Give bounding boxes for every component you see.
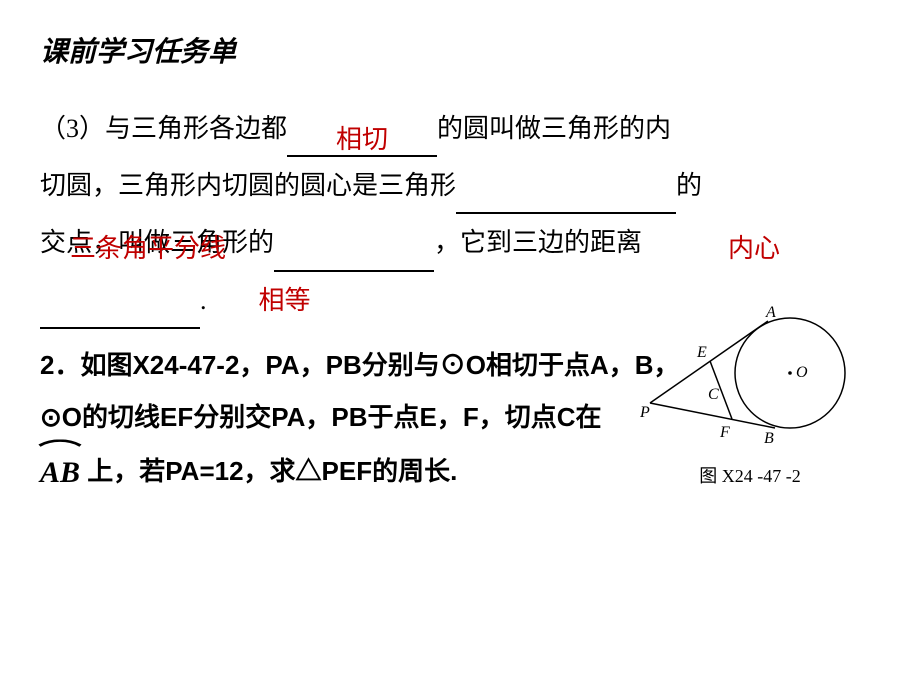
label-b: B [764,430,774,447]
q2-line1: 2．如图X24-47-2，PA，PB分别与⊙O相切于点A，B， [40,339,740,391]
section-title: 课前学习任务单 [40,30,880,70]
q1-blank1-fill: 相切 [287,124,437,155]
q1-after1: 的圆叫做三角形的内 [437,114,671,143]
geometry-figure: A E C P F B O 图 X24 -47 -2 [640,283,860,483]
q1-blank1: 相切 [287,124,437,157]
center-dot [788,371,792,375]
q1-overlap-red1: 三条角平分线 [70,220,226,277]
q1-blank4-fill: 相等 [259,272,311,329]
question-2: 2．如图X24-47-2，PA，PB分别与⊙O相切于点A，B， ⊙O的切线EF分… [40,339,880,503]
label-e: E [696,344,707,361]
label-f: F [719,424,730,441]
label-o: O [796,364,808,381]
label-c: C [708,386,719,403]
label-a: A [765,304,776,321]
q1-line2a: 切圆，三角形内切圆的圆心是三角形 [40,171,456,200]
q1-line3b: ，它到三边的距离 [434,228,642,257]
figure-caption: 图 X24 -47 -2 [640,462,860,488]
q1-period: . [200,286,207,315]
q1-blank4 [40,327,200,329]
q2-line2: ⊙O的切线EF分别交PA，PB于点E，F，切点C在 [40,391,740,443]
q1-line2b: 的 [676,171,702,200]
q1-prefix: （3）与三角形各边都 [40,114,287,143]
label-p: P [640,404,650,421]
arc-ab: AB [40,443,80,503]
q1-overlap-red2: 内心 [728,220,780,277]
q1-blank3 [274,270,434,272]
q2-line3-rest: 上，若PA=12，求△PEF的周长. [80,456,457,486]
